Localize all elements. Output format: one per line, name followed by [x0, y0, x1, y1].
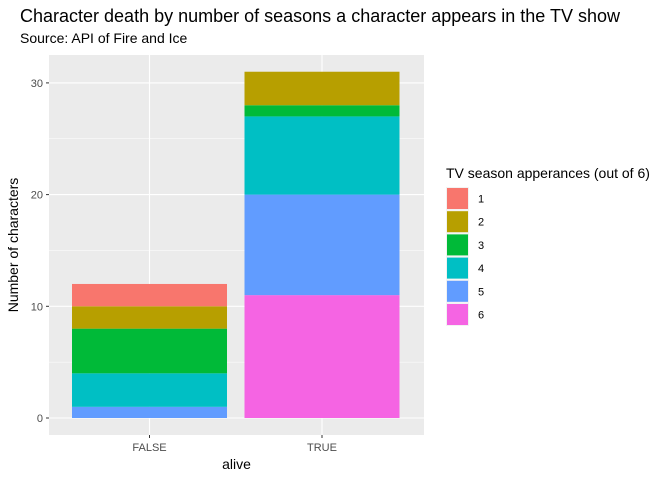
legend-label-1: 1	[478, 194, 484, 206]
legend: TV season apperances (out of 6) 1 2 3 4 5 6	[446, 165, 650, 326]
legend-swatch-1	[447, 188, 468, 209]
x-axis-title: alive	[222, 456, 251, 472]
bar-segment-false-1	[72, 283, 227, 307]
legend-swatch-5	[447, 280, 468, 302]
bar-segment-true-5	[244, 194, 400, 296]
chart-subtitle: Source: API of Fire and Ice	[20, 30, 188, 46]
bar-segment-true-4	[244, 116, 400, 195]
legend-label-5: 5	[478, 286, 484, 298]
legend-title: TV season apperances (out of 6)	[446, 165, 650, 181]
legend-swatch-2	[447, 211, 468, 233]
bar-segment-true-2	[244, 71, 400, 106]
legend-swatch-6	[447, 304, 468, 325]
legend-label-2: 2	[478, 217, 484, 229]
bar-segments	[72, 71, 400, 418]
chart-title: Character death by number of seasons a c…	[20, 6, 621, 26]
legend-swatch-3	[447, 234, 468, 256]
bar-segment-false-4	[72, 373, 227, 407]
bar-segment-false-5	[72, 406, 227, 418]
legend-items: 1 2 3 4 5 6	[446, 187, 484, 326]
legend-swatch-4	[447, 257, 468, 279]
legend-label-3: 3	[478, 240, 484, 252]
x-tick-label: TRUE	[307, 442, 337, 454]
x-axis-ticks: FALSE TRUE	[132, 435, 337, 454]
y-tick-label: 20	[31, 190, 43, 202]
legend-label-6: 6	[478, 310, 484, 322]
x-tick-label: FALSE	[132, 442, 166, 454]
bar-segment-false-3	[72, 328, 227, 374]
legend-label-4: 4	[478, 263, 484, 275]
y-axis-title: Number of characters	[5, 178, 21, 313]
y-tick-label: 0	[37, 413, 43, 425]
bar-segment-false-2	[72, 306, 227, 329]
bar-segment-true-6	[244, 295, 400, 418]
y-axis-ticks: 0 10 20 30	[31, 78, 49, 425]
y-tick-label: 30	[31, 78, 43, 90]
bar-segment-true-3	[244, 105, 400, 117]
y-tick-label: 10	[31, 301, 43, 313]
